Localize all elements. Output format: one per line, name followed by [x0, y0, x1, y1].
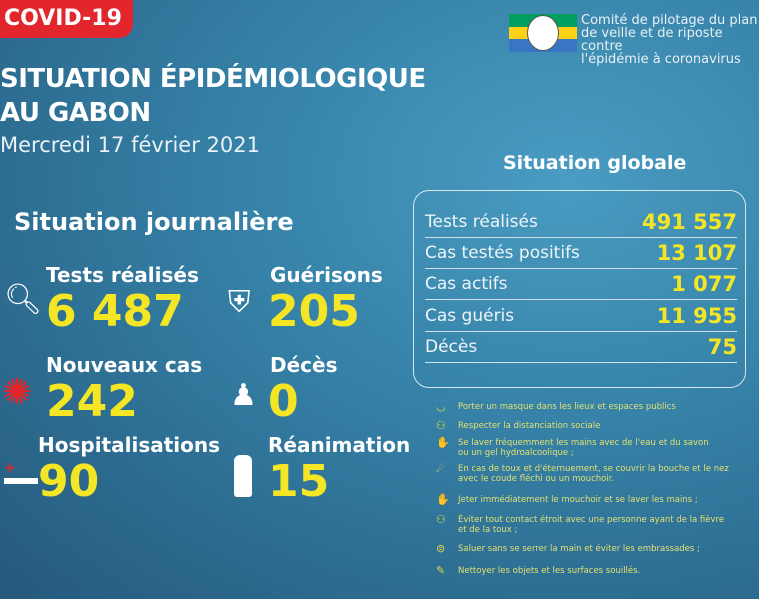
tip-text: Porter un masque dans les lieux et espac… — [458, 402, 676, 412]
daily-value-tests: 6 487 — [46, 286, 184, 337]
tip-item: ✎ Nettoyer les objets et les surfaces sou… — [436, 564, 641, 577]
committee-line: Comité de pilotage du plan — [581, 13, 758, 28]
tip-text: et de la toux ; — [458, 525, 518, 535]
global-table-frame — [413, 190, 746, 388]
tip-item: ✋ Jeter immédiatement le mouchoir et se l… — [436, 493, 698, 506]
daily-value-icu: 15 — [268, 456, 330, 507]
tip-item: ⚇ Éviter tout contact étroit avec une per… — [436, 513, 725, 535]
global-row-label: Décès — [425, 337, 478, 357]
daily-label-recoveries: Guérisons — [270, 263, 383, 287]
daily-title: Situation journalière — [14, 208, 294, 236]
daily-label-new-cases: Nouveaux cas — [46, 353, 203, 377]
tip-item: ⊜ Saluer sans se serrer la main et éviter… — [436, 542, 700, 555]
committee-name: Comité de pilotage du plan de veille et … — [581, 14, 759, 66]
global-row-label: Tests réalisés — [425, 212, 538, 232]
report-date: Mercredi 17 février 2021 — [0, 133, 260, 157]
daily-value-deaths: 0 — [268, 376, 299, 427]
global-row-value: 491 557 — [642, 210, 737, 234]
global-row: Tests réalisés 491 557 — [425, 207, 737, 238]
committee-line: l'épidémie à coronavirus — [581, 52, 741, 67]
tip-text: Respecter la distanciation sociale — [458, 421, 601, 431]
sneeze-icon: ☄ — [436, 462, 446, 475]
daily-label-icu: Réanimation — [268, 433, 411, 457]
committee-line: de veille et de riposte contre — [581, 26, 723, 54]
coat-of-arms-seal-icon — [527, 15, 559, 51]
tip-item: ✋ Se laver fréquemment les mains avec de … — [436, 436, 709, 458]
daily-label-hospitalizations: Hospitalisations — [38, 433, 221, 457]
global-row: Cas actifs 1 077 — [425, 269, 737, 300]
virus-icon: ✺ — [2, 372, 33, 413]
tip-text: avec le coude fléchi ou un mouchoir. — [458, 474, 615, 484]
global-row-value: 75 — [707, 335, 737, 359]
no-handshake-icon: ⊜ — [436, 542, 446, 555]
handwash-icon: ✋ — [436, 493, 450, 506]
page-title-line1: SITUATION ÉPIDÉMIOLOGIQUE — [0, 64, 426, 94]
tip-text: Éviter tout contact étroit avec une pers… — [458, 515, 725, 525]
global-row-value: 1 077 — [671, 272, 737, 296]
hospital-bed-icon: + — [4, 460, 38, 484]
global-row-label: Cas actifs — [425, 274, 508, 294]
daily-label-deaths: Décès — [270, 353, 338, 377]
daily-value-new-cases: 242 — [46, 376, 138, 427]
handwash-icon: ✋ — [436, 436, 450, 449]
shield-cross-icon: ⛨ — [228, 285, 251, 320]
global-row: Cas testés positifs 13 107 — [425, 238, 737, 269]
magnifier-icon: 🔍︎ — [4, 282, 43, 317]
global-row-value: 11 955 — [656, 304, 737, 328]
mask-icon: ◡ — [436, 400, 446, 413]
tip-text: Se laver fréquemment les mains avec de l… — [458, 438, 709, 448]
person-cross-icon: ♟ — [230, 378, 257, 413]
tip-text: En cas de toux et d'éternuement, se couv… — [458, 464, 729, 474]
global-title: Situation globale — [503, 152, 687, 174]
global-row: Cas guéris 11 955 — [425, 301, 737, 332]
tip-text: Nettoyer les objets et les surfaces soui… — [458, 566, 641, 576]
tip-text: Jeter immédiatement le mouchoir et se la… — [458, 495, 698, 505]
tip-text: ou un gel hydroalcoolique ; — [458, 448, 574, 458]
oxygen-tank-icon — [234, 455, 252, 497]
daily-value-recoveries: 205 — [268, 286, 360, 337]
covid-badge: COVID-19 — [0, 0, 133, 38]
daily-value-hospitalizations: 90 — [38, 456, 100, 507]
distancing-icon: ⚇ — [436, 419, 446, 432]
cleaning-icon: ✎ — [436, 564, 446, 577]
global-row-value: 13 107 — [656, 241, 737, 265]
daily-label-tests: Tests réalisés — [46, 263, 199, 287]
global-row-label: Cas guéris — [425, 306, 515, 326]
distancing-icon: ⚇ — [436, 513, 446, 526]
global-row-label: Cas testés positifs — [425, 243, 580, 263]
tip-item: ⚇ Respecter la distanciation sociale — [436, 419, 601, 432]
tip-text: Saluer sans se serrer la main et éviter … — [458, 544, 700, 554]
tip-item: ◡ Porter un masque dans les lieux et espa… — [436, 400, 676, 413]
global-row: Décès 75 — [425, 332, 737, 363]
page-title-line2: AU GABON — [0, 98, 151, 128]
tip-item: ☄ En cas de toux et d'éternuement, se cou… — [436, 462, 729, 484]
